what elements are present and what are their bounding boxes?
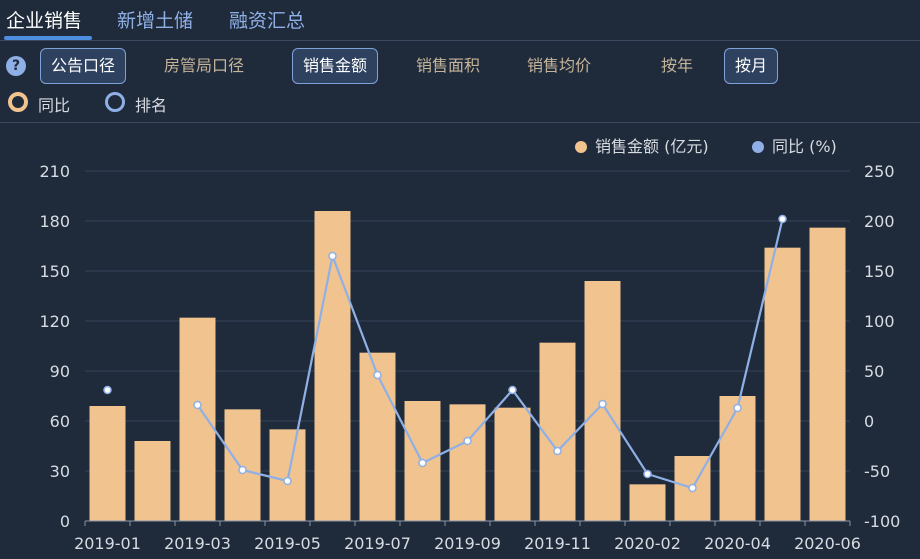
bar bbox=[179, 317, 216, 521]
y-right-tick-label: -50 bbox=[864, 462, 890, 481]
radio-rank-label: 排名 bbox=[135, 96, 168, 115]
y-left-tick-label: 30 bbox=[50, 462, 70, 481]
period-monthly-button[interactable]: 按月 bbox=[724, 48, 779, 84]
y-left-tick-label: 150 bbox=[39, 262, 70, 281]
tab-enterprise-sales[interactable]: 企业销售 bbox=[6, 10, 83, 32]
bar bbox=[809, 227, 846, 521]
yoy-point bbox=[643, 469, 652, 479]
bar bbox=[134, 441, 171, 521]
metric-avg-price-button[interactable]: 销售均价 bbox=[527, 56, 592, 75]
metric-sales-area-button[interactable]: 销售面积 bbox=[416, 56, 481, 75]
yoy-point bbox=[373, 370, 382, 380]
bar bbox=[359, 352, 396, 521]
yoy-point bbox=[688, 483, 697, 493]
bar bbox=[89, 406, 126, 521]
y-left-tick-label: 60 bbox=[50, 412, 70, 431]
yoy-point bbox=[283, 476, 292, 486]
x-tick-label: 2020-02 bbox=[614, 534, 681, 553]
bar bbox=[449, 404, 486, 521]
yoy-point bbox=[778, 214, 787, 224]
bar bbox=[629, 484, 666, 521]
bar bbox=[764, 247, 801, 521]
tab-bar: 企业销售 新增土储 融资汇总 bbox=[0, 0, 920, 40]
y-left-tick-label: 0 bbox=[60, 512, 70, 531]
bar bbox=[224, 409, 261, 521]
legend-swatch-sales bbox=[575, 141, 587, 153]
y-left-tick-label: 120 bbox=[39, 312, 70, 331]
bar bbox=[719, 396, 756, 521]
active-tab-indicator bbox=[4, 36, 92, 40]
y-right-tick-label: 250 bbox=[864, 162, 895, 181]
x-tick-label: 2019-01 bbox=[74, 534, 141, 553]
legend-swatch-yoy bbox=[752, 141, 764, 153]
y-right-tick-label: 100 bbox=[864, 312, 895, 331]
bar bbox=[494, 407, 531, 521]
y-right-tick-label: 150 bbox=[864, 262, 895, 281]
yoy-point bbox=[238, 465, 247, 475]
bar bbox=[539, 342, 576, 521]
yoy-point bbox=[733, 403, 742, 413]
x-tick-label: 2019-09 bbox=[434, 534, 501, 553]
tab-financing[interactable]: 融资汇总 bbox=[229, 10, 306, 32]
bar bbox=[269, 429, 306, 521]
radio-yoy-label: 同比 bbox=[38, 96, 71, 115]
legend-item-sales[interactable]: 销售金额 (亿元) bbox=[575, 133, 709, 157]
yoy-point bbox=[598, 399, 607, 409]
help-icon[interactable]: ? bbox=[6, 56, 26, 76]
x-tick-label: 2019-03 bbox=[164, 534, 231, 553]
x-tick-label: 2019-05 bbox=[254, 534, 321, 553]
y-right-tick-label: 200 bbox=[864, 212, 895, 231]
x-tick-label: 2020-06 bbox=[794, 534, 861, 553]
y-left-tick-label: 90 bbox=[50, 362, 70, 381]
yoy-point bbox=[418, 458, 427, 468]
tab-new-land[interactable]: 新增土储 bbox=[117, 10, 194, 32]
legend-label-sales: 销售金额 (亿元) bbox=[595, 137, 709, 156]
x-tick-label: 2019-07 bbox=[344, 534, 411, 553]
x-tick-label: 2020-04 bbox=[704, 534, 771, 553]
legend-label-yoy: 同比 (%) bbox=[772, 137, 837, 156]
y-left-tick-label: 210 bbox=[39, 162, 70, 181]
caliber-housing-bureau-button[interactable]: 房管局口径 bbox=[164, 56, 245, 75]
yoy-point bbox=[553, 446, 562, 456]
yoy-point bbox=[328, 251, 337, 261]
y-right-tick-label: 0 bbox=[864, 412, 874, 431]
legend-item-yoy[interactable]: 同比 (%) bbox=[752, 133, 837, 157]
tab-divider bbox=[0, 40, 920, 41]
x-tick-label: 2019-11 bbox=[524, 534, 591, 553]
caliber-announcement-button[interactable]: 公告口径 bbox=[40, 48, 127, 84]
yoy-point bbox=[103, 385, 112, 395]
y-left-tick-label: 180 bbox=[39, 212, 70, 231]
radio-unchecked-icon bbox=[105, 92, 125, 112]
yoy-point bbox=[193, 400, 202, 410]
yoy-point bbox=[463, 436, 472, 446]
bar bbox=[314, 211, 351, 521]
yoy-line bbox=[196, 218, 784, 490]
y-right-tick-label: -100 bbox=[864, 512, 900, 531]
metric-sales-amount-button[interactable]: 销售金额 bbox=[292, 48, 379, 84]
toolbar-divider bbox=[0, 122, 920, 123]
radio-checked-icon bbox=[8, 92, 28, 112]
period-yearly-button[interactable]: 按年 bbox=[661, 56, 694, 75]
yoy-point bbox=[508, 385, 517, 395]
y-right-tick-label: 50 bbox=[864, 362, 884, 381]
